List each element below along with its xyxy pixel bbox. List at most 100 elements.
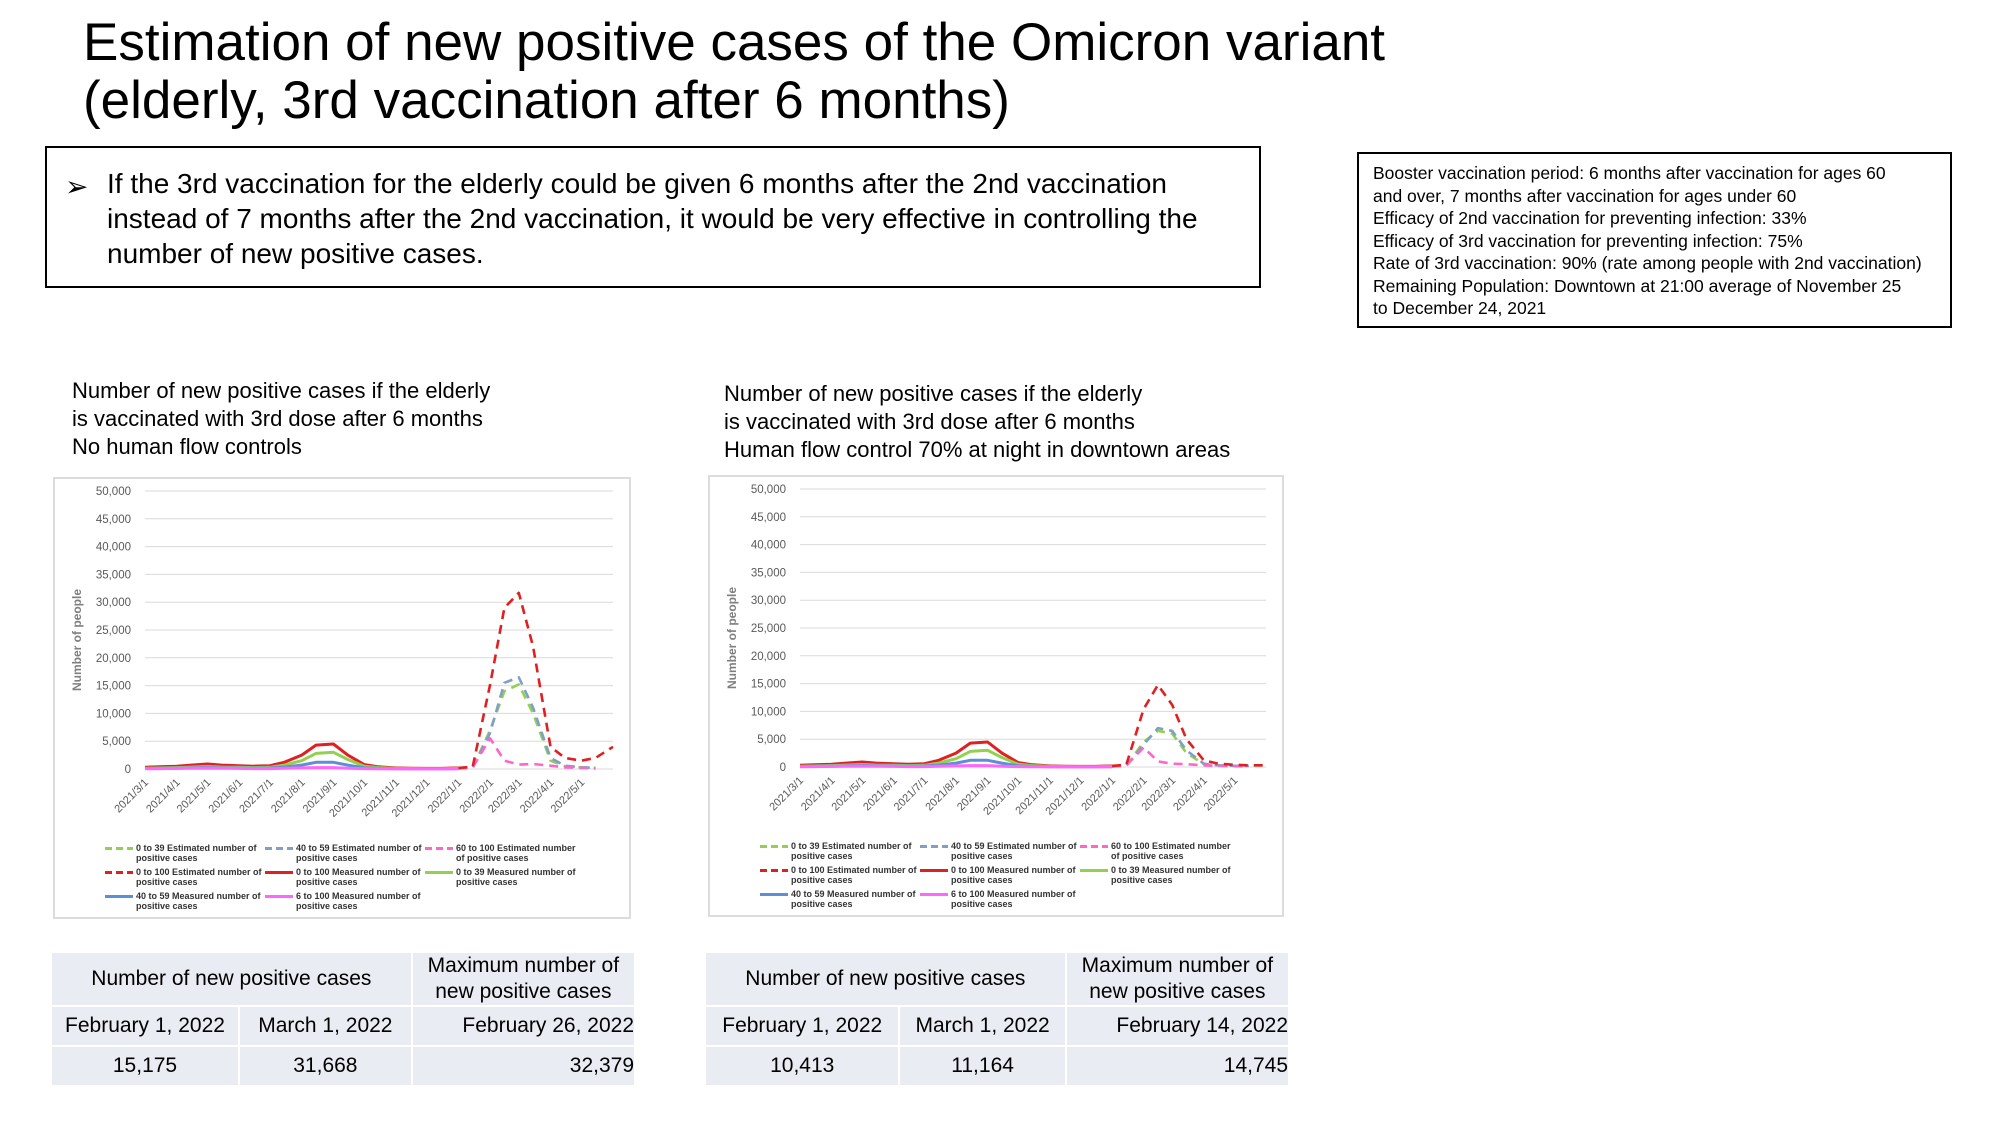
series-line (799, 764, 1113, 769)
x-tick-label: 2022/5/1 (549, 777, 588, 816)
legend-label: 0 to 39 Measured number of positive case… (1111, 865, 1231, 885)
legend-swatch (105, 895, 133, 898)
legend-item: 0 to 100 Estimated number of positive ca… (105, 867, 263, 887)
y-axis-label: Number of people (725, 587, 739, 689)
legend-item: 60 to 100 Estimated number of positive c… (425, 843, 583, 863)
legend-item: 0 to 100 Measured number of positive cas… (920, 865, 1078, 885)
y-axis-label: Number of people (70, 589, 84, 691)
legend-label: 6 to 100 Measured number of positive cas… (296, 891, 421, 911)
table-2-value-cell: 10,413 (706, 1047, 899, 1085)
chart-1-title-line: is vaccinated with 3rd dose after 6 mont… (72, 406, 483, 431)
legend-swatch (265, 847, 293, 850)
legend-swatch (265, 895, 293, 898)
y-tick-label: 15,000 (96, 681, 131, 693)
y-tick-label: 0 (780, 762, 786, 774)
series-line (1111, 683, 1266, 768)
results-table-2: Number of new positive cases Maximum num… (704, 951, 1290, 1087)
chart-1-panel: 50,000 45,000 40,000 35,000 30,000 25,000 20,0… (53, 477, 631, 919)
legend-swatch (1080, 845, 1108, 848)
table-1-date-cell: March 1, 2022 (239, 1007, 411, 1045)
y-tick-label: 10,000 (96, 708, 131, 720)
chart-1-legend: 0 to 39 Estimated number of positive cas… (105, 843, 625, 919)
legend-swatch (760, 893, 788, 896)
x-tick-label: 2022/1/1 (426, 777, 465, 816)
legend-label: 40 to 59 Estimated number of positive ca… (951, 841, 1077, 861)
chart-2-title-line: Number of new positive cases if the elde… (724, 381, 1143, 406)
legend-swatch (920, 845, 948, 848)
assumption-line: Rate of 3rd vaccination: 90% (rate among… (1373, 253, 1922, 273)
table-1-header-left: Number of new positive cases (52, 953, 411, 1005)
table-2-date-cell: February 1, 2022 (706, 1007, 899, 1045)
legend-item: 0 to 39 Measured number of positive case… (425, 867, 583, 887)
table-2-date-cell: February 14, 2022 (1066, 1007, 1288, 1045)
legend-item: 0 to 39 Measured number of positive case… (1080, 865, 1238, 885)
legend-label: 0 to 100 Estimated number of positive ca… (136, 867, 262, 887)
y-tick-label: 25,000 (751, 623, 786, 635)
assumption-line: and over, 7 months after vaccination for… (1373, 185, 1797, 206)
chart-2-title-line: is vaccinated with 3rd dose after 6 mont… (724, 409, 1135, 434)
legend-swatch (425, 871, 453, 874)
results-table-1: Number of new positive cases Maximum num… (50, 951, 636, 1087)
table-2-date-cell: March 1, 2022 (900, 1007, 1065, 1045)
assumption-line: to December 24, 2021 (1373, 298, 1547, 318)
legend-item: 0 to 39 Estimated number of positive cas… (105, 843, 263, 863)
table-1-value-cell: 31,668 (239, 1047, 411, 1085)
x-tick-label: 2022/5/1 (1202, 775, 1241, 814)
legend-swatch (105, 871, 133, 874)
legend-item: 0 to 100 Estimated number of positive ca… (760, 865, 918, 885)
x-tick-label: 2021/7/1 (237, 777, 276, 816)
y-tick-label: 40,000 (751, 540, 786, 552)
assumption-line: Efficacy of 3rd vaccination for preventi… (1373, 230, 1803, 251)
chart-1-title-line: No human flow controls (72, 434, 302, 459)
y-tick-label: 50,000 (751, 484, 786, 496)
y-tick-label: 25,000 (96, 625, 131, 637)
table-2-value-cell: 14,745 (1066, 1047, 1288, 1085)
legend-label: 0 to 39 Estimated number of positive cas… (791, 841, 912, 861)
legend-item: 6 to 100 Measured number of positive cas… (265, 891, 423, 911)
table-1-value-cell: 32,379 (412, 1047, 634, 1085)
assumptions-box: Booster vaccination period: 6 months aft… (1357, 152, 1952, 328)
legend-label: 60 to 100 Estimated number of positive c… (456, 843, 576, 863)
legend-label: 0 to 100 Estimated number of positive ca… (791, 865, 917, 885)
legend-label: 40 to 59 Measured number of positive cas… (136, 891, 261, 911)
key-message-text: If the 3rd vaccination for the elderly c… (107, 168, 1198, 269)
y-tick-label: 35,000 (751, 567, 786, 579)
table-1-date-cell: February 1, 2022 (52, 1007, 238, 1045)
series-line (144, 766, 459, 771)
x-tick-label: 2021/8/1 (269, 777, 308, 816)
legend-label: 6 to 100 Measured number of positive cas… (951, 889, 1076, 909)
assumption-line: Remaining Population: Downtown at 21:00 … (1373, 275, 1902, 296)
assumption-line: Booster vaccination period: 6 months aft… (1373, 163, 1886, 183)
chart-1-svg: 50,000 45,000 40,000 35,000 30,000 25,000 20,0… (70, 486, 614, 820)
y-tick-label: 45,000 (96, 514, 131, 526)
table-1-header-right: Maximum number of new positive cases (412, 953, 634, 1005)
legend-label: 0 to 39 Estimated number of positive cas… (136, 843, 257, 863)
legend-swatch (105, 847, 133, 850)
legend-swatch (1080, 869, 1108, 872)
y-tick-label: 20,000 (96, 653, 131, 665)
page-title: Estimation of new positive cases of the … (83, 14, 1385, 130)
series-line (458, 676, 596, 770)
table-2-header-left: Number of new positive cases (706, 953, 1065, 1005)
legend-label: 40 to 59 Measured number of positive cas… (791, 889, 916, 909)
y-tick-label: 30,000 (96, 597, 131, 609)
y-tick-label: 30,000 (751, 595, 786, 607)
chart-2-panel: 50,000 45,000 40,000 35,000 30,000 25,000 20,0… (708, 475, 1284, 917)
legend-item: 0 to 100 Measured number of positive cas… (265, 867, 423, 887)
legend-label: 40 to 59 Estimated number of positive ca… (296, 843, 422, 863)
x-tick-label: 2021/3/1 (112, 777, 151, 816)
chart-2-title-line: Human flow control 70% at night in downt… (724, 437, 1231, 462)
y-tick-label: 5,000 (757, 734, 786, 746)
chart-2-svg: 50,000 45,000 40,000 35,000 30,000 25,000 20,0… (725, 484, 1266, 818)
table-2-value-cell: 11,164 (900, 1047, 1065, 1085)
chart-2-legend: 0 to 39 Estimated number of positive cas… (760, 841, 1280, 917)
y-tick-label: 40,000 (96, 542, 131, 554)
x-tick-label: 2021/5/1 (175, 777, 214, 816)
legend-item: 40 to 59 Measured number of positive cas… (760, 889, 918, 909)
series-line (458, 591, 614, 770)
y-tick-label: 5,000 (102, 736, 131, 748)
table-1-date-cell: February 26, 2022 (412, 1007, 634, 1045)
legend-item: 40 to 59 Estimated number of positive ca… (265, 843, 423, 863)
y-tick-label: 15,000 (751, 679, 786, 691)
page-title-line-1: Estimation of new positive cases of the … (83, 13, 1386, 72)
